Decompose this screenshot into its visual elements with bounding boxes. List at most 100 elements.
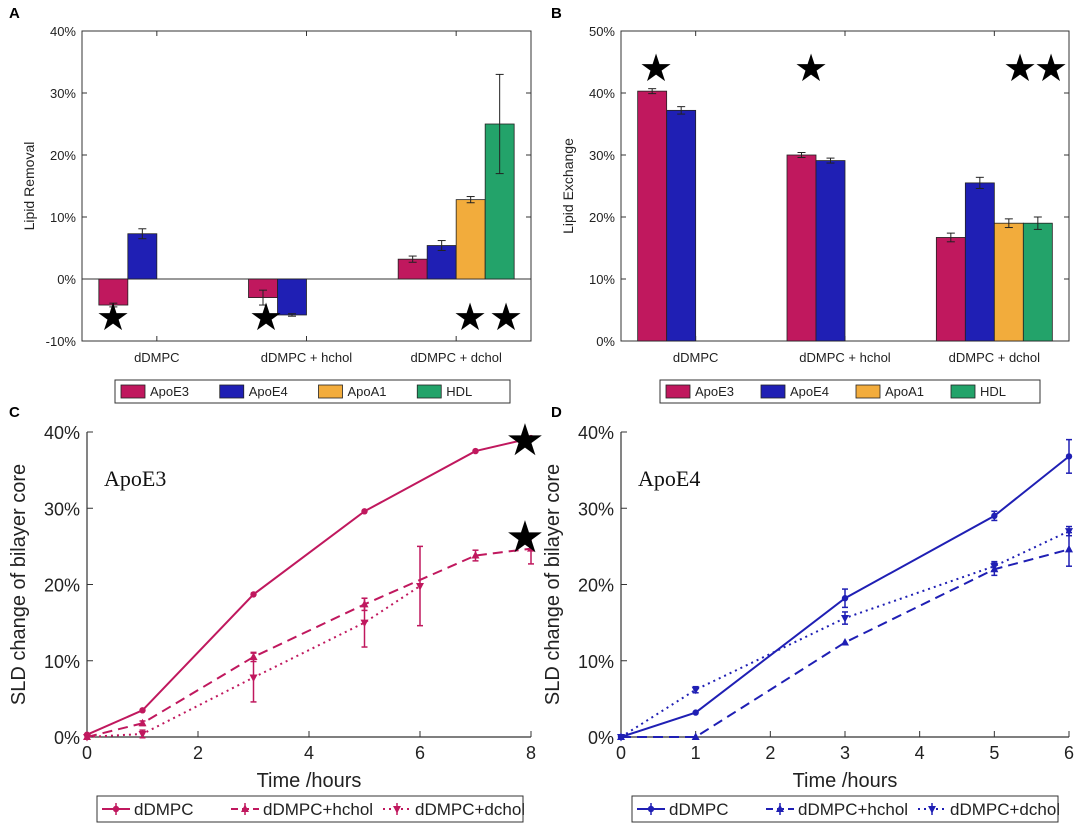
- significance-star: ★: [96, 295, 130, 339]
- data-point: [841, 615, 849, 623]
- legend-label: ApoE3: [695, 384, 734, 399]
- x-tick-label: dDMPC: [134, 350, 180, 365]
- bar: [786, 154, 817, 342]
- data-point: [527, 434, 535, 442]
- x-tick-label: dDMPC + hchol: [799, 350, 891, 365]
- legend-swatch: [416, 384, 442, 399]
- y-axis-label: SLD change of bilayer core: [542, 464, 564, 705]
- bar: [455, 199, 486, 280]
- y-axis-label: SLD change of bilayer core: [8, 464, 30, 705]
- panel-letter: C: [9, 404, 20, 421]
- significance-star: ★: [453, 295, 487, 339]
- series-line: [86, 547, 532, 738]
- y-tick-label: 40%: [578, 423, 614, 443]
- significance-star: ★: [505, 415, 544, 466]
- x-tick-label: 1: [691, 743, 701, 763]
- panel-c: C 0% 10% 20% 30% 40% 0 2 4 6 8 Time /hours SLD chang…: [8, 404, 545, 823]
- y-tick-label: 30%: [589, 148, 615, 163]
- series-line: [621, 548, 1070, 738]
- data-point: [139, 707, 146, 714]
- panel-d: D 0% 10% 20% 30% 40% 0 1 2 3 4 5 6 Time /hours SLD cha…: [542, 404, 1074, 823]
- legend-label: dDMPC+dchol: [415, 800, 525, 819]
- data-point: [471, 551, 480, 559]
- x-tick-label: dDMPC: [673, 350, 719, 365]
- data-point: [691, 732, 700, 740]
- legend-label: ApoE4: [249, 384, 288, 399]
- legend-label: ApoA1: [885, 384, 924, 399]
- y-tick-label: 10%: [50, 210, 76, 225]
- data-point: [250, 591, 257, 598]
- legend-swatch: [665, 384, 691, 399]
- data-point: [928, 806, 936, 814]
- data-point: [692, 709, 699, 716]
- y-tick-label: -10%: [46, 334, 77, 349]
- y-tick-label: 50%: [589, 24, 615, 39]
- data-point: [138, 730, 147, 739]
- bar: [127, 233, 158, 280]
- x-axis-label: Time /hours: [257, 770, 362, 792]
- data-point: [360, 619, 369, 628]
- data-point: [361, 508, 368, 515]
- data-point: [138, 718, 147, 727]
- significance-star: ★: [249, 295, 283, 339]
- chart-title: ApoE4: [638, 466, 700, 491]
- chart-title: ApoE3: [104, 466, 166, 491]
- y-tick-label: 40%: [50, 24, 76, 39]
- y-axis-label: Lipid Exchange: [560, 138, 576, 234]
- data-point: [691, 686, 700, 695]
- x-tick-label: 8: [526, 743, 536, 763]
- series-line: [86, 437, 532, 736]
- data-point: [416, 583, 424, 591]
- bar: [1022, 222, 1053, 342]
- y-tick-label: 0%: [54, 728, 80, 748]
- legend-box: [96, 795, 524, 823]
- data-point: [393, 806, 401, 814]
- legend-swatch: [950, 384, 976, 399]
- significance-star: ★: [489, 295, 523, 339]
- panel-b: B 0% 10% 20% 30% 40% 50% Lipid Exchange dDMPC dDM…: [551, 5, 1070, 404]
- bar: [935, 237, 966, 342]
- bar: [637, 90, 668, 342]
- legend-box: [114, 379, 511, 404]
- x-tick-label: 0: [616, 743, 626, 763]
- panel-letter: B: [551, 5, 562, 22]
- panel-letter: A: [9, 5, 20, 22]
- legend-label: ApoE3: [150, 384, 189, 399]
- data-point: [841, 637, 849, 646]
- x-axis-label: Time /hours: [793, 770, 898, 792]
- legend-label: dDMPC: [134, 800, 194, 819]
- significance-star: ★: [1034, 46, 1068, 90]
- panel-letter: D: [551, 404, 562, 421]
- x-tick-label: 2: [193, 743, 203, 763]
- y-tick-label: 20%: [44, 576, 80, 596]
- legend-box: [659, 379, 1041, 404]
- significance-star: ★: [1003, 46, 1037, 90]
- y-tick-label: 20%: [50, 148, 76, 163]
- y-tick-label: 10%: [578, 652, 614, 672]
- data-point: [617, 734, 625, 742]
- legend-swatch: [760, 384, 786, 399]
- x-tick-label: 3: [840, 743, 850, 763]
- legend-swatch: [318, 384, 343, 399]
- y-tick-label: 10%: [44, 652, 80, 672]
- x-tick-label: 6: [415, 743, 425, 763]
- data-point: [1065, 544, 1073, 553]
- data-point: [776, 804, 784, 812]
- bar: [993, 222, 1024, 342]
- y-tick-label: 20%: [578, 576, 614, 596]
- data-point: [991, 512, 998, 520]
- y-tick-label: 20%: [589, 210, 615, 225]
- legend-label: HDL: [446, 384, 472, 399]
- x-tick-label: 0: [82, 743, 92, 763]
- data-point: [83, 734, 91, 742]
- series-line: [620, 530, 1070, 738]
- significance-star: ★: [639, 46, 673, 90]
- legend-swatch: [219, 384, 245, 399]
- data-point: [249, 674, 258, 683]
- y-tick-label: 30%: [578, 499, 614, 519]
- y-tick-label: 30%: [50, 86, 76, 101]
- legend-label: dDMPC: [669, 800, 729, 819]
- x-tick-label: dDMPC + dchol: [949, 350, 1041, 365]
- data-point: [647, 805, 655, 813]
- y-tick-label: 40%: [44, 423, 80, 443]
